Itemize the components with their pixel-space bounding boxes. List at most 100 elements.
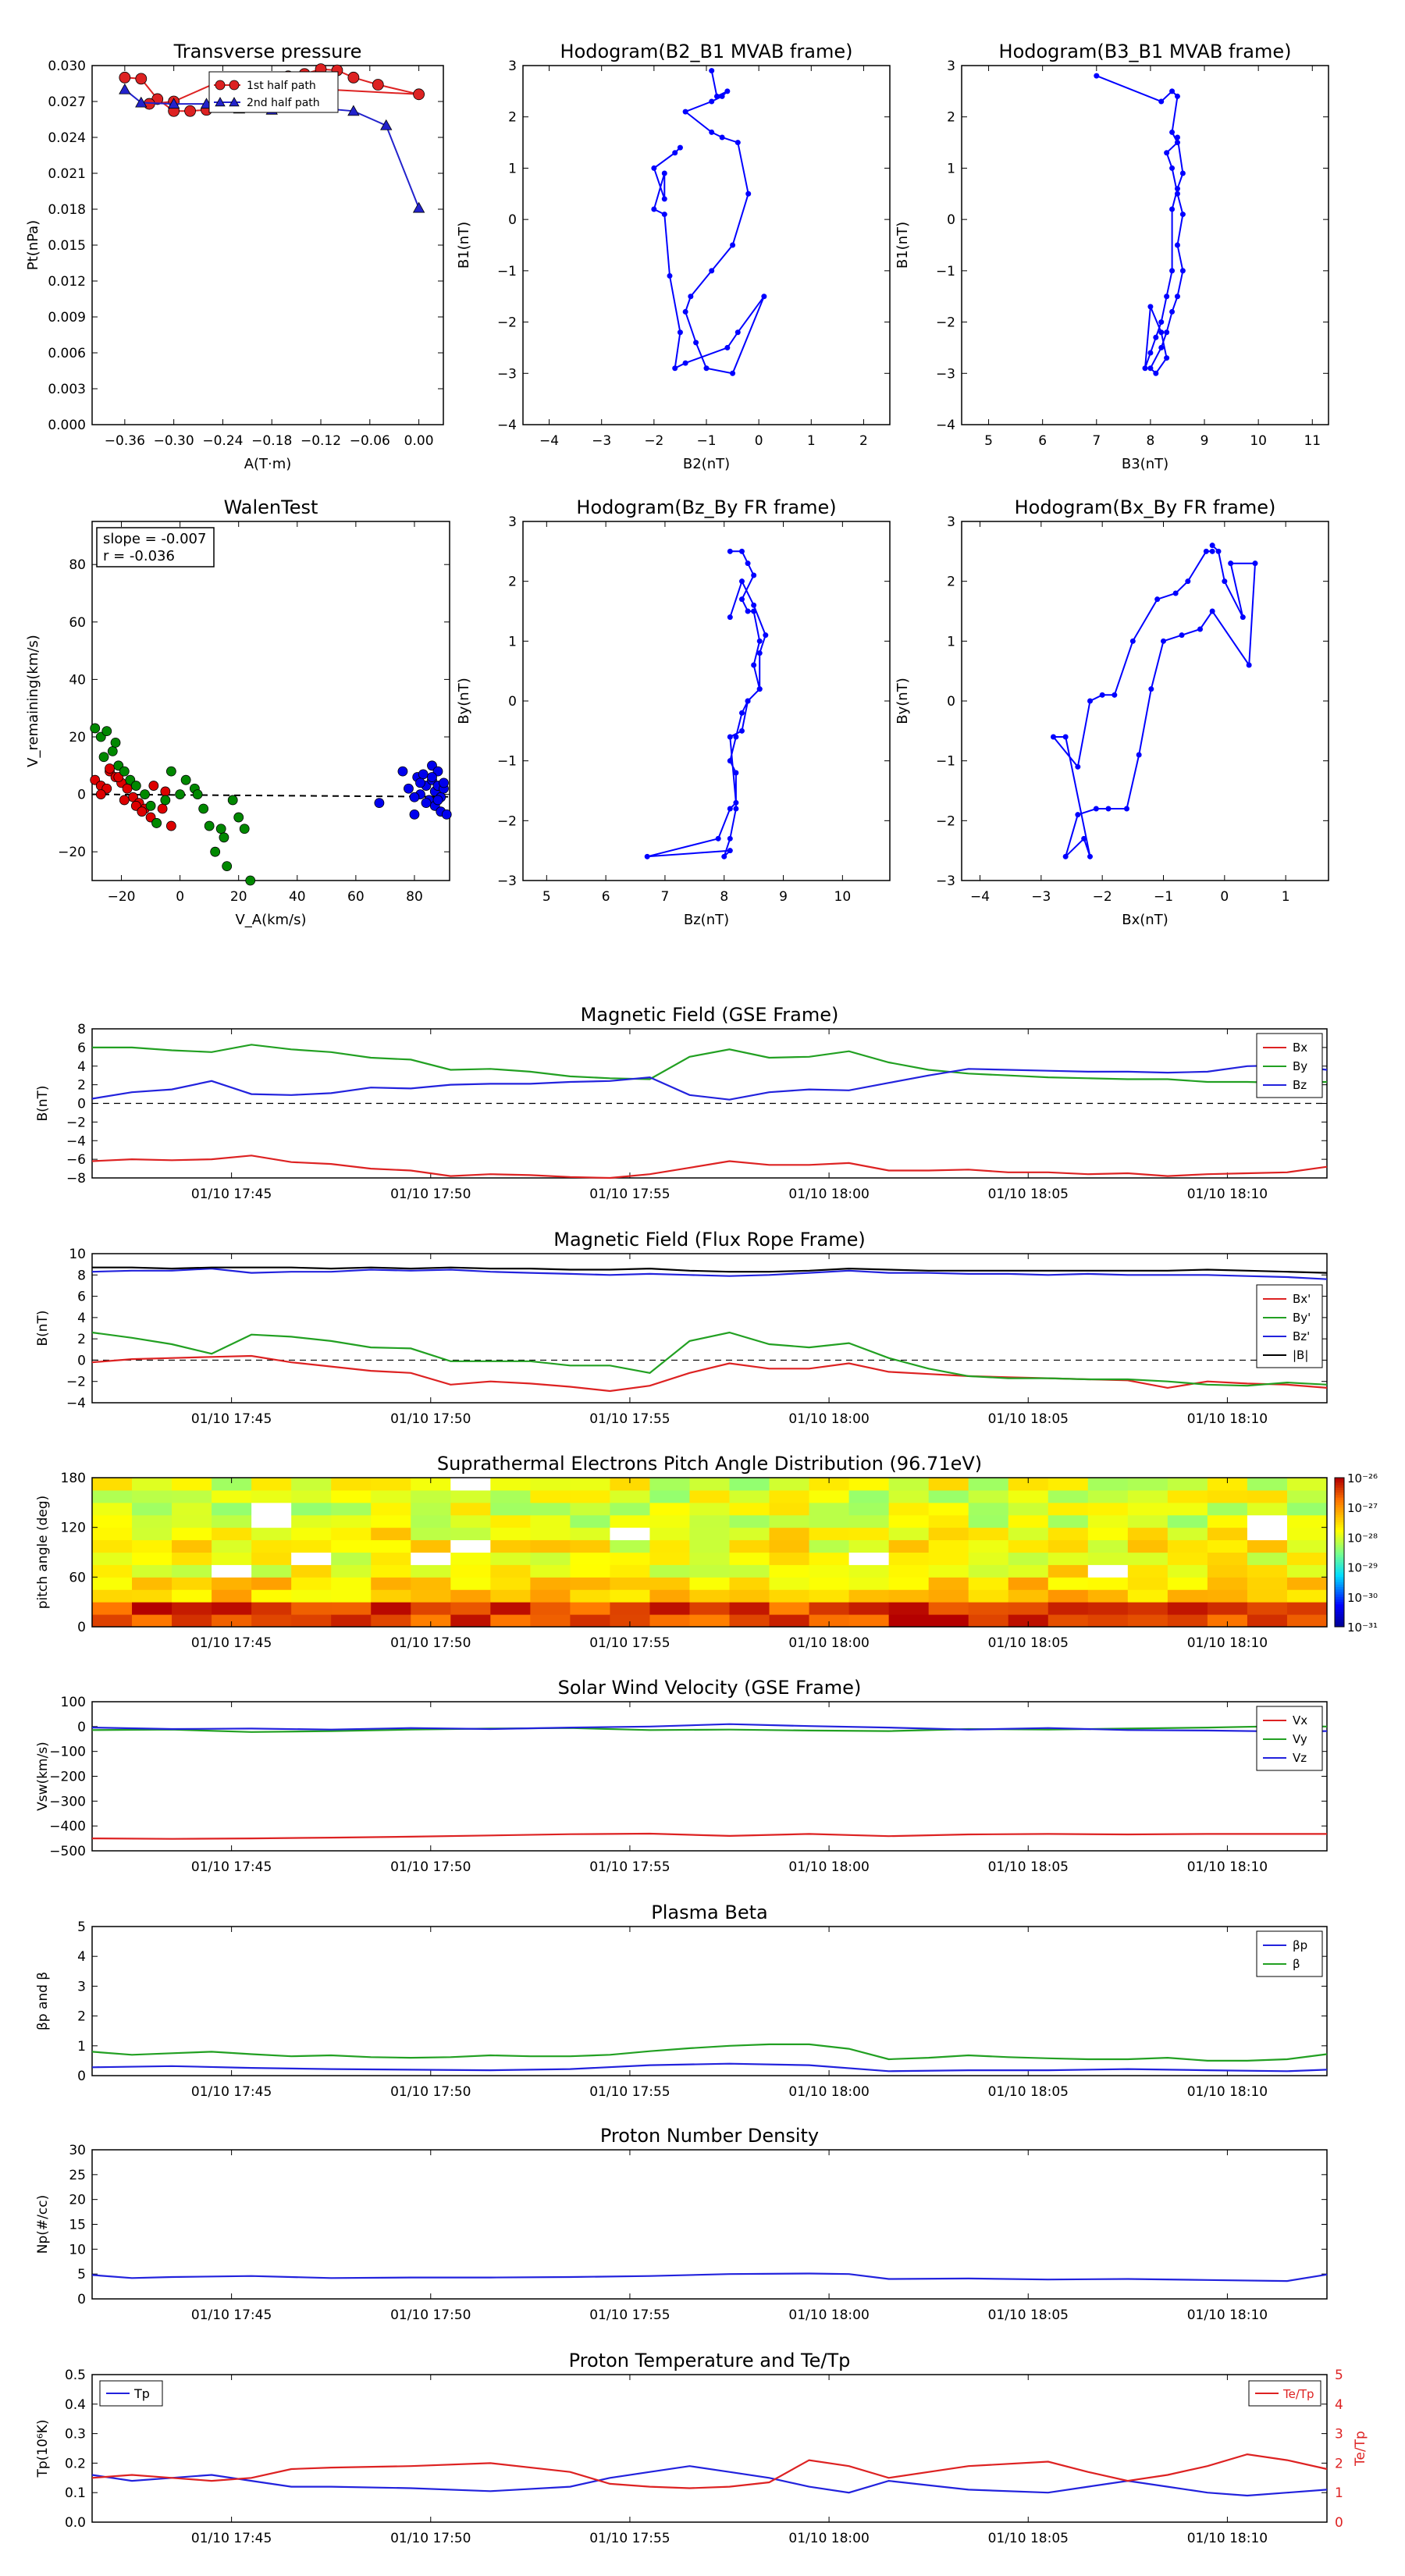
series-line: [91, 1832, 1327, 1840]
heatmap-cell: [530, 1564, 571, 1578]
heatmap-cell: [610, 1602, 650, 1615]
colorbar-segment: [1335, 1485, 1344, 1489]
heatmap-cell: [1008, 1602, 1049, 1615]
heatmap-cell: [371, 1489, 411, 1503]
data-point: [738, 548, 745, 554]
x-tick-label: −0.30: [154, 433, 194, 449]
x-tick-label: 01/10 17:45: [191, 1635, 272, 1651]
legend-marker: [215, 97, 226, 107]
heatmap-cell: [212, 1589, 252, 1603]
chart-density: Proton Number Density 0 5 10 15 20 25 30 01/10 1…: [35, 2125, 1328, 2323]
data-point: [1124, 806, 1129, 812]
heatmap-cell: [809, 1527, 850, 1541]
heatmap-cell: [1207, 1539, 1248, 1553]
plot-frame: [522, 521, 891, 881]
x-tick-label: 01/10 18:05: [988, 2307, 1069, 2323]
heatmap-cell: [1286, 1539, 1328, 1553]
x-tick-label: −0.12: [301, 433, 341, 449]
legend-label: β: [1293, 1957, 1300, 1971]
colorbar-tick-label: 10⁻²⁹: [1347, 1561, 1378, 1575]
data-point: [724, 88, 731, 94]
heatmap-cell: [1048, 1489, 1089, 1503]
data-point: [165, 820, 176, 831]
data-point: [1172, 590, 1179, 596]
heatmap-cell: [530, 1539, 571, 1553]
heatmap-cell: [570, 1552, 610, 1565]
heatmap-cell: [1048, 1602, 1089, 1615]
heatmap-cell: [92, 1589, 133, 1603]
heatmap-cell: [212, 1602, 252, 1615]
data-point: [1148, 686, 1154, 692]
heatmap-cell: [490, 1614, 531, 1628]
colorbar-segment: [1335, 1550, 1344, 1553]
heatmap-cell: [172, 1589, 212, 1603]
heatmap-cell: [769, 1589, 810, 1603]
data-point: [1179, 268, 1186, 274]
heatmap-cell: [530, 1489, 571, 1503]
colorbar-tick-label: 10⁻²⁸: [1347, 1531, 1378, 1545]
x-tick-label: 01/10 18:05: [988, 1635, 1069, 1651]
data-point: [140, 789, 150, 799]
x-tick-label: 20: [230, 889, 247, 905]
heatmap-cell: [848, 1589, 890, 1603]
heatmap-cell: [1286, 1552, 1328, 1565]
heatmap-cell: [132, 1527, 173, 1541]
heatmap-cell: [729, 1577, 770, 1590]
y-tick-label: 6: [77, 1290, 86, 1305]
chart-hodo_b3b1: Hodogram(B3_B1 MVAB frame) −4 −3 −2 −1 0 1 2 3 5 6…: [895, 41, 1329, 472]
x-tick-label: 1: [1282, 889, 1290, 905]
heatmap-cell: [1127, 1589, 1168, 1603]
data-point: [682, 360, 688, 366]
legend-label: Vy: [1293, 1732, 1307, 1746]
colorbar-segment: [1335, 1520, 1344, 1523]
y-tick-label: 0.000: [48, 418, 86, 433]
series-line: [91, 1354, 1328, 1393]
heatmap-cell: [530, 1552, 571, 1565]
heatmap-cell: [92, 1527, 133, 1541]
data-point: [709, 268, 715, 274]
heatmap-cell: [172, 1614, 212, 1628]
x-tick-label: 7: [661, 889, 670, 905]
data-point: [98, 752, 109, 763]
heatmap-cell: [132, 1514, 173, 1528]
heatmap-cell: [411, 1589, 451, 1603]
plot-frame: [91, 1477, 1328, 1628]
heatmap-cell: [689, 1602, 731, 1615]
data-point: [347, 105, 360, 116]
heatmap-cell: [411, 1489, 451, 1503]
heatmap-cell: [809, 1489, 850, 1503]
heatmap-cell: [251, 1527, 292, 1541]
data-point: [738, 728, 745, 734]
data-point: [1209, 543, 1215, 549]
y-tick-label: 3: [508, 59, 517, 74]
heatmap-cell: [1207, 1478, 1248, 1491]
heatmap-cell: [490, 1489, 531, 1503]
heatmap-cell: [490, 1602, 531, 1615]
data-point: [661, 196, 667, 202]
plot-frame: [91, 1926, 1328, 2076]
data-point: [713, 93, 720, 99]
x-tick-label: −0.18: [251, 433, 292, 449]
heatmap-cell: [1087, 1577, 1129, 1590]
x-tick-label: 01/10 18:10: [1187, 2307, 1268, 2323]
x-tick-label: 5: [542, 889, 551, 905]
data-point: [1158, 329, 1165, 336]
heatmap-cell: [649, 1577, 690, 1590]
heatmap-cell: [212, 1577, 252, 1590]
heatmap-cell: [610, 1514, 650, 1528]
x-axis-label: V_A(km/s): [235, 912, 306, 928]
heatmap-cell: [172, 1502, 212, 1516]
heatmap-cell: [769, 1514, 810, 1528]
colorbar-segment: [1335, 1560, 1344, 1563]
heatmap-cell: [530, 1614, 571, 1628]
heatmap-cell: [689, 1527, 731, 1541]
heatmap-cell: [291, 1478, 332, 1491]
chart-pad: 10⁻²⁶ 10⁻²⁷ 10⁻²⁸ 10⁻²⁹ 10⁻³⁰ 10⁻³¹ Supratherm…: [35, 1453, 1378, 1651]
data-point: [239, 824, 250, 834]
data-point: [727, 758, 733, 764]
x-tick-label: 10: [834, 889, 852, 905]
x-axis-label: A(T·m): [244, 456, 292, 472]
heatmap-cell: [848, 1514, 890, 1528]
heatmap-cell: [172, 1514, 212, 1528]
y-tick-label: 0: [508, 694, 517, 710]
